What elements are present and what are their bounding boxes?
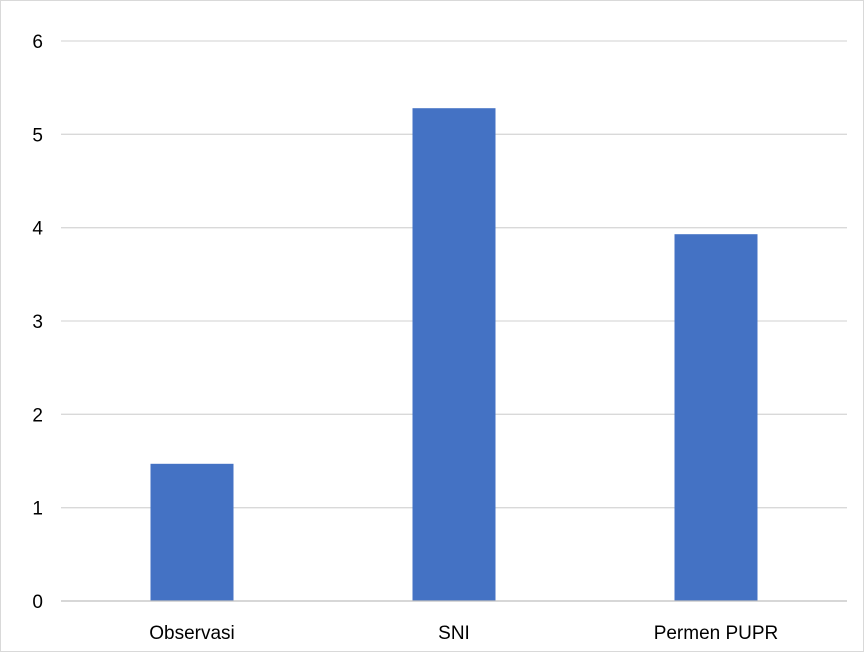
y-tick-label: 6 [32, 32, 43, 53]
bar-sni [412, 108, 496, 601]
y-tick-label: 4 [32, 219, 43, 240]
x-tick-label: Observasi [149, 623, 235, 644]
bars [150, 108, 758, 601]
y-tick-label: 0 [32, 592, 43, 613]
y-axis-ticks: 0 1 2 3 4 5 6 [32, 32, 43, 613]
x-tick-label: SNI [438, 623, 470, 644]
y-tick-label: 5 [32, 125, 43, 146]
y-tick-label: 2 [32, 405, 43, 426]
x-axis-ticks: Observasi SNI Permen PUPR [149, 623, 778, 644]
y-tick-label: 3 [32, 312, 43, 333]
x-tick-label: Permen PUPR [654, 623, 779, 644]
bar-permen-pupr [674, 234, 758, 601]
bar-observasi [150, 463, 234, 601]
y-tick-label: 1 [32, 499, 43, 520]
